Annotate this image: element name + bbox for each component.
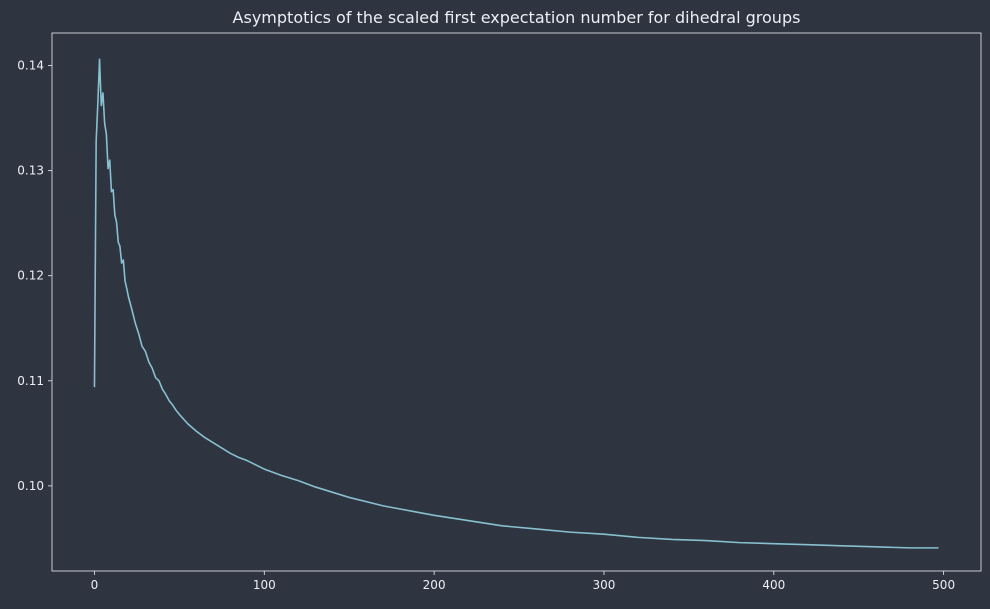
data-point [298,480,299,481]
data-point [938,547,939,548]
x-tick-label: 200 [423,578,446,592]
data-point [155,377,156,378]
data-point [434,515,435,516]
data-point [400,508,401,509]
data-point [126,288,127,289]
data-point [213,442,214,443]
data-point [165,394,166,395]
y-axis: 0.10 0.11 0.12 0.13 0.14 [17,59,52,493]
data-point [119,246,120,247]
data-point [131,309,132,310]
data-point [148,361,149,362]
data-point [603,534,604,535]
chart-title: Asymptotics of the scaled first expectat… [233,8,801,27]
data-point [102,92,103,93]
x-tick-label: 500 [932,578,955,592]
data-point [501,525,502,526]
data-point [121,263,122,264]
data-point [535,528,536,529]
data-point [247,460,248,461]
data-point [417,512,418,513]
data-point [705,540,706,541]
y-tick-label: 0.11 [17,374,44,388]
data-point [807,544,808,545]
data-point [145,351,146,352]
axes-frame [51,32,982,572]
data-point [107,168,108,169]
y-tick-label: 0.12 [17,269,44,283]
data-point [637,537,638,538]
data-point [909,547,910,548]
data-point [204,437,205,438]
data-point [739,542,740,543]
data-point [671,539,672,540]
data-point [162,389,163,390]
data-point [97,102,98,103]
data-point [281,475,282,476]
data-point [172,404,173,405]
data-point [128,296,129,297]
data-point [468,520,469,521]
data-point [113,189,114,190]
data-point [773,543,774,544]
data-point [114,214,115,215]
data-point [221,447,222,448]
data-point [875,546,876,547]
data-point [366,501,367,502]
data-point [116,222,117,223]
data-point [141,346,142,347]
data-point [175,410,176,411]
data-point [383,505,384,506]
data-point [158,380,159,381]
data-point [96,141,97,142]
x-axis: 0 100 200 300 400 500 [91,571,955,592]
data-point [99,59,100,60]
data-point [118,242,119,243]
data-point [111,191,112,192]
data-point [106,133,107,134]
data-point [152,368,153,369]
series-line [93,58,939,549]
data-point [94,387,95,388]
data-point [196,431,197,432]
x-tick-label: 400 [762,578,785,592]
data-point [187,423,188,424]
data-point [109,160,110,161]
y-tick-label: 0.13 [17,164,44,178]
data-point [349,497,350,498]
x-tick-label: 0 [91,578,99,592]
data-point [179,414,180,415]
x-tick-label: 300 [593,578,616,592]
data-point [138,333,139,334]
data-point [135,322,136,323]
data-point [169,400,170,401]
x-tick-label: 100 [253,578,276,592]
y-tick-label: 0.14 [17,59,44,73]
y-tick-label: 0.10 [17,479,44,493]
data-point [569,532,570,533]
data-point [264,468,265,469]
data-point [238,457,239,458]
data-point [315,486,316,487]
data-point [124,280,125,281]
data-point [841,545,842,546]
data-point [101,105,102,106]
data-point [123,259,124,260]
data-point [230,453,231,454]
data-point [104,123,105,124]
data-point [332,492,333,493]
